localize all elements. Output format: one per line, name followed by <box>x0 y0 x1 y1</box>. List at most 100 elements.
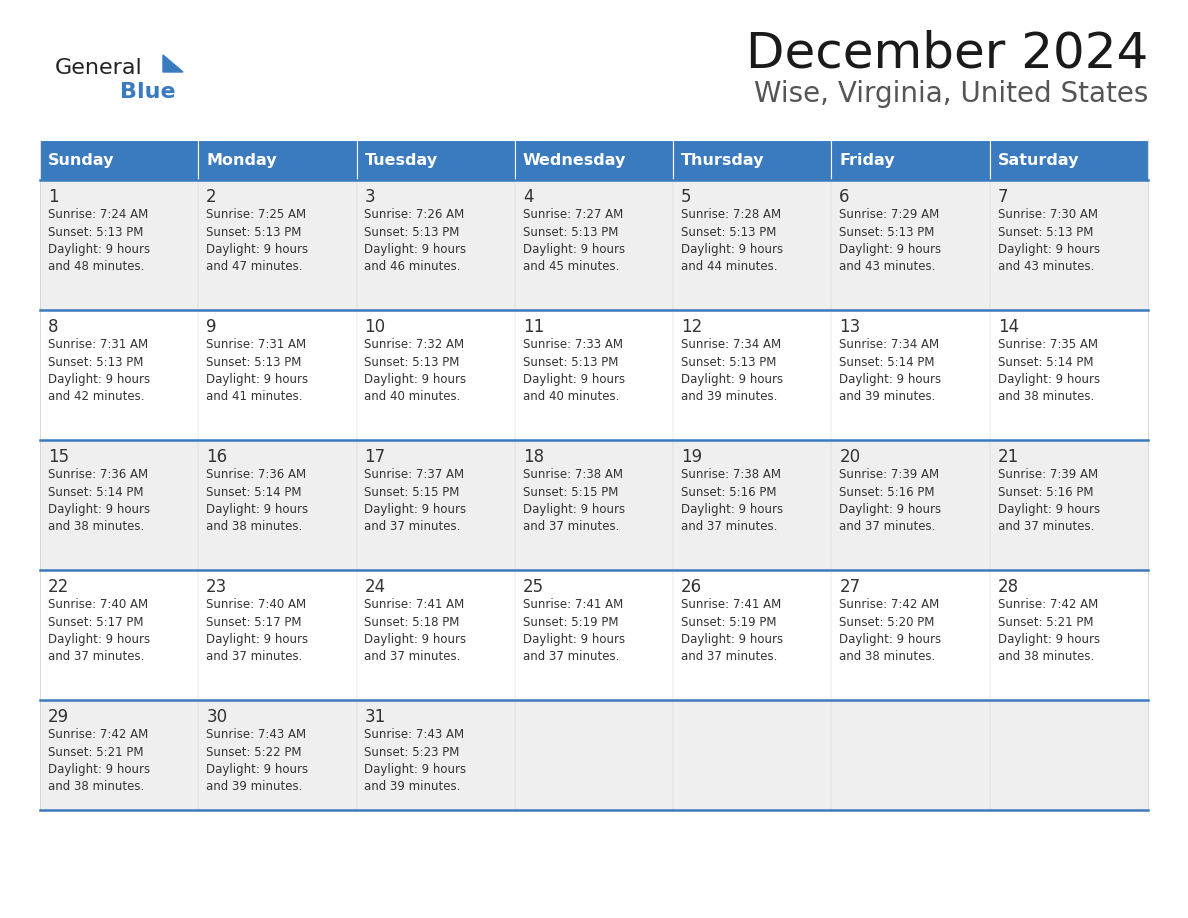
Text: Sunset: 5:16 PM: Sunset: 5:16 PM <box>998 486 1093 498</box>
Text: Daylight: 9 hours: Daylight: 9 hours <box>207 243 309 256</box>
Text: Daylight: 9 hours: Daylight: 9 hours <box>48 243 150 256</box>
Text: 21: 21 <box>998 448 1019 466</box>
Text: Sunrise: 7:42 AM: Sunrise: 7:42 AM <box>840 598 940 611</box>
Text: 4: 4 <box>523 188 533 206</box>
Text: Sunrise: 7:28 AM: Sunrise: 7:28 AM <box>681 208 782 221</box>
Text: Sunrise: 7:38 AM: Sunrise: 7:38 AM <box>523 468 623 481</box>
Text: Daylight: 9 hours: Daylight: 9 hours <box>681 503 783 516</box>
Text: Sunset: 5:13 PM: Sunset: 5:13 PM <box>207 226 302 239</box>
Text: 25: 25 <box>523 578 544 596</box>
Text: Wednesday: Wednesday <box>523 152 626 167</box>
Text: and 37 minutes.: and 37 minutes. <box>48 651 144 664</box>
Text: and 37 minutes.: and 37 minutes. <box>998 521 1094 533</box>
Text: 20: 20 <box>840 448 860 466</box>
Text: Sunset: 5:15 PM: Sunset: 5:15 PM <box>523 486 618 498</box>
Text: and 37 minutes.: and 37 minutes. <box>365 521 461 533</box>
Text: and 43 minutes.: and 43 minutes. <box>840 261 936 274</box>
Text: Daylight: 9 hours: Daylight: 9 hours <box>523 373 625 386</box>
FancyBboxPatch shape <box>40 440 198 570</box>
Text: and 37 minutes.: and 37 minutes. <box>681 651 777 664</box>
Text: and 37 minutes.: and 37 minutes. <box>207 651 303 664</box>
FancyBboxPatch shape <box>198 140 356 180</box>
Text: Sunrise: 7:41 AM: Sunrise: 7:41 AM <box>681 598 782 611</box>
Text: Sunrise: 7:43 AM: Sunrise: 7:43 AM <box>207 728 307 741</box>
Text: Sunrise: 7:32 AM: Sunrise: 7:32 AM <box>365 338 465 351</box>
FancyBboxPatch shape <box>356 700 514 810</box>
Text: Sunrise: 7:39 AM: Sunrise: 7:39 AM <box>998 468 1098 481</box>
Text: Sunrise: 7:26 AM: Sunrise: 7:26 AM <box>365 208 465 221</box>
Text: Daylight: 9 hours: Daylight: 9 hours <box>365 763 467 776</box>
Text: Daylight: 9 hours: Daylight: 9 hours <box>48 763 150 776</box>
Text: 12: 12 <box>681 318 702 336</box>
Text: Sunset: 5:14 PM: Sunset: 5:14 PM <box>48 486 144 498</box>
Text: and 41 minutes.: and 41 minutes. <box>207 390 303 404</box>
Text: Sunset: 5:17 PM: Sunset: 5:17 PM <box>48 615 144 629</box>
FancyBboxPatch shape <box>832 700 990 810</box>
Text: Sunrise: 7:36 AM: Sunrise: 7:36 AM <box>207 468 307 481</box>
Text: Sunrise: 7:35 AM: Sunrise: 7:35 AM <box>998 338 1098 351</box>
Text: 5: 5 <box>681 188 691 206</box>
Text: December 2024: December 2024 <box>746 30 1148 78</box>
Text: Sunrise: 7:34 AM: Sunrise: 7:34 AM <box>840 338 940 351</box>
Text: Sunset: 5:21 PM: Sunset: 5:21 PM <box>998 615 1093 629</box>
FancyBboxPatch shape <box>198 310 356 440</box>
Text: and 46 minutes.: and 46 minutes. <box>365 261 461 274</box>
Text: 11: 11 <box>523 318 544 336</box>
Polygon shape <box>163 55 183 72</box>
Text: Daylight: 9 hours: Daylight: 9 hours <box>365 503 467 516</box>
FancyBboxPatch shape <box>990 310 1148 440</box>
Text: and 40 minutes.: and 40 minutes. <box>365 390 461 404</box>
Text: Sunrise: 7:40 AM: Sunrise: 7:40 AM <box>207 598 307 611</box>
Text: Sunrise: 7:29 AM: Sunrise: 7:29 AM <box>840 208 940 221</box>
Text: Sunset: 5:13 PM: Sunset: 5:13 PM <box>681 226 777 239</box>
FancyBboxPatch shape <box>674 700 832 810</box>
Text: and 43 minutes.: and 43 minutes. <box>998 261 1094 274</box>
Text: Daylight: 9 hours: Daylight: 9 hours <box>523 633 625 646</box>
FancyBboxPatch shape <box>356 140 514 180</box>
Text: and 37 minutes.: and 37 minutes. <box>681 521 777 533</box>
FancyBboxPatch shape <box>40 180 198 310</box>
FancyBboxPatch shape <box>832 570 990 700</box>
Text: 19: 19 <box>681 448 702 466</box>
Text: 28: 28 <box>998 578 1019 596</box>
Text: Sunset: 5:14 PM: Sunset: 5:14 PM <box>840 355 935 368</box>
Text: and 39 minutes.: and 39 minutes. <box>840 390 936 404</box>
Text: 24: 24 <box>365 578 386 596</box>
Text: Sunrise: 7:24 AM: Sunrise: 7:24 AM <box>48 208 148 221</box>
FancyBboxPatch shape <box>40 140 198 180</box>
Text: and 37 minutes.: and 37 minutes. <box>365 651 461 664</box>
Text: Sunset: 5:13 PM: Sunset: 5:13 PM <box>207 355 302 368</box>
Text: 26: 26 <box>681 578 702 596</box>
Text: Sunset: 5:18 PM: Sunset: 5:18 PM <box>365 615 460 629</box>
FancyBboxPatch shape <box>674 440 832 570</box>
Text: Sunset: 5:13 PM: Sunset: 5:13 PM <box>365 355 460 368</box>
Text: 31: 31 <box>365 708 386 726</box>
Text: Sunrise: 7:41 AM: Sunrise: 7:41 AM <box>365 598 465 611</box>
Text: Daylight: 9 hours: Daylight: 9 hours <box>840 503 941 516</box>
Text: Daylight: 9 hours: Daylight: 9 hours <box>681 243 783 256</box>
Text: Daylight: 9 hours: Daylight: 9 hours <box>998 633 1100 646</box>
Text: Sunrise: 7:31 AM: Sunrise: 7:31 AM <box>207 338 307 351</box>
Text: Sunrise: 7:43 AM: Sunrise: 7:43 AM <box>365 728 465 741</box>
Text: Daylight: 9 hours: Daylight: 9 hours <box>998 243 1100 256</box>
Text: Sunset: 5:17 PM: Sunset: 5:17 PM <box>207 615 302 629</box>
Text: and 38 minutes.: and 38 minutes. <box>840 651 936 664</box>
FancyBboxPatch shape <box>674 140 832 180</box>
Text: and 42 minutes.: and 42 minutes. <box>48 390 145 404</box>
Text: Saturday: Saturday <box>998 152 1079 167</box>
Text: and 39 minutes.: and 39 minutes. <box>365 780 461 793</box>
Text: Sunset: 5:14 PM: Sunset: 5:14 PM <box>998 355 1093 368</box>
Text: Sunrise: 7:27 AM: Sunrise: 7:27 AM <box>523 208 623 221</box>
Text: and 38 minutes.: and 38 minutes. <box>48 780 144 793</box>
Text: Sunset: 5:16 PM: Sunset: 5:16 PM <box>840 486 935 498</box>
Text: Daylight: 9 hours: Daylight: 9 hours <box>207 763 309 776</box>
Text: 23: 23 <box>207 578 227 596</box>
Text: Sunrise: 7:38 AM: Sunrise: 7:38 AM <box>681 468 781 481</box>
Text: Sunset: 5:14 PM: Sunset: 5:14 PM <box>207 486 302 498</box>
Text: Sunset: 5:19 PM: Sunset: 5:19 PM <box>681 615 777 629</box>
Text: and 39 minutes.: and 39 minutes. <box>207 780 303 793</box>
Text: 18: 18 <box>523 448 544 466</box>
Text: and 37 minutes.: and 37 minutes. <box>523 651 619 664</box>
Text: 29: 29 <box>48 708 69 726</box>
FancyBboxPatch shape <box>514 700 674 810</box>
